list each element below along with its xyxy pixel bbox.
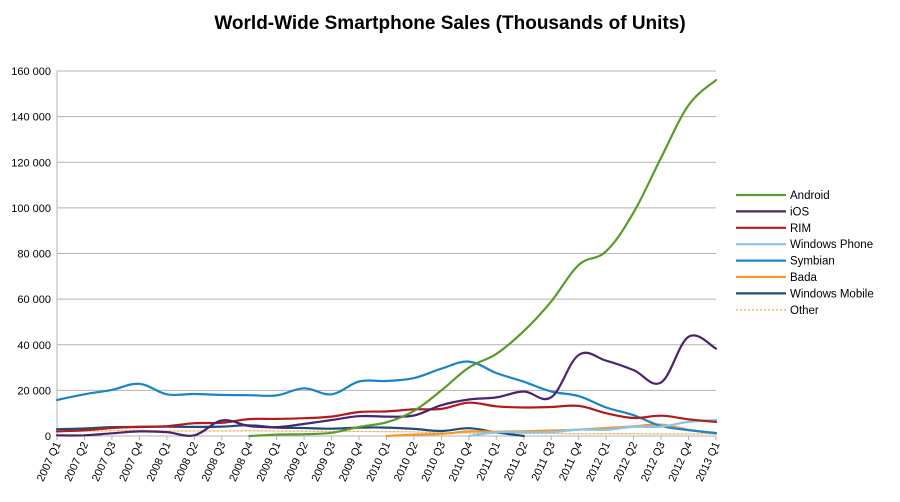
y-tick-labels: 0 20 000 40 000 60 000 80 000 100 000 120 000 1… (11, 66, 51, 443)
x-tick-label: 2009 Q2 (282, 440, 311, 483)
x-tick-label: 2007 Q2 (62, 440, 91, 483)
legend: Android iOS RIM Windows Phone Symbian Bada Win… (736, 190, 874, 317)
legend-label: RIM (790, 223, 811, 235)
series-line-android (248, 79, 718, 438)
y-tick-label: 80 000 (17, 249, 51, 261)
x-tick-label: 2012 Q4 (667, 440, 696, 483)
series-line-bada (385, 423, 718, 438)
x-tick-label: 2007 Q3 (90, 440, 119, 483)
x-tick-label: 2008 Q3 (200, 440, 229, 483)
x-tick-label: 2008 Q2 (172, 440, 201, 483)
x-tick-label: 2010 Q1 (365, 440, 394, 483)
y-tick-label: 60 000 (17, 294, 51, 306)
series-line-rim (55, 401, 718, 433)
x-tick-label: 2012 Q2 (612, 440, 641, 483)
series-line-windows-phone (467, 418, 718, 438)
y-tick-label: 0 (45, 431, 51, 443)
legend-label: Symbian (790, 256, 835, 268)
x-tick-label: 2008 Q4 (227, 440, 256, 483)
x-tick-label: 2010 Q4 (447, 440, 476, 483)
y-tick-label: 40 000 (17, 340, 51, 352)
x-tick-label: 2009 Q1 (255, 440, 284, 483)
x-tick-label: 2011 Q4 (557, 440, 585, 483)
y-tick-label: 120 000 (11, 157, 51, 169)
x-tick-label: 2011 Q1 (475, 440, 503, 483)
x-tick-label: 2013 Q1 (694, 440, 723, 483)
x-tick-label: 2011 Q3 (530, 440, 558, 483)
chart-title: World-Wide Smartphone Sales (Thousands o… (214, 13, 686, 34)
x-tick-label: 2010 Q2 (392, 440, 421, 483)
x-tick-label: 2009 Q4 (337, 440, 366, 483)
legend-label: Other (790, 305, 819, 317)
series-line-symbian (55, 360, 718, 435)
y-tick-label: 20 000 (17, 385, 51, 397)
x-tick-label: 2012 Q1 (584, 440, 613, 483)
x-tick-label: 2012 Q3 (639, 440, 668, 483)
legend-label: Android (790, 190, 830, 202)
legend-label: iOS (790, 206, 810, 218)
legend-label: Bada (790, 272, 817, 284)
x-tick-label: 2007 Q1 (35, 440, 64, 483)
x-tick-label: 2010 Q3 (419, 440, 448, 483)
x-tick-label: 2007 Q4 (117, 440, 146, 483)
y-tick-label: 160 000 (11, 66, 51, 78)
series-line-ios (55, 334, 718, 437)
x-tick-label: 2011 Q2 (502, 440, 530, 483)
legend-label: Windows Mobile (790, 288, 874, 300)
y-tick-label: 140 000 (11, 112, 51, 124)
x-tick-label: 2009 Q3 (310, 440, 339, 483)
axes (56, 71, 717, 440)
legend-label: Windows Phone (790, 239, 873, 251)
x-tick-label: 2008 Q1 (145, 440, 174, 483)
series-lines (55, 79, 718, 438)
y-tick-label: 100 000 (11, 203, 51, 215)
